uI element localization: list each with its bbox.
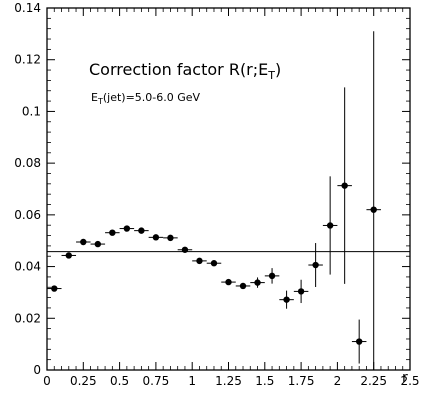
data-point (254, 279, 261, 286)
data-point-group (105, 229, 120, 236)
y-tick-label: 0.12 (14, 53, 41, 67)
y-tick-label: 0.04 (14, 260, 41, 274)
x-tick-label: 2 (334, 374, 342, 388)
data-point-group (163, 234, 178, 242)
data-point (210, 260, 218, 267)
data-point (94, 240, 102, 248)
data-point (297, 288, 305, 295)
data-point (152, 234, 160, 241)
data-point-group (177, 246, 193, 253)
x-tick-label: 0.25 (70, 374, 97, 388)
x-tick-label: 1.5 (255, 374, 274, 388)
data-point-group (47, 285, 62, 292)
data-point-group (90, 240, 106, 248)
data-point (109, 229, 116, 236)
data-point (196, 257, 203, 265)
data-point-group (293, 279, 309, 304)
chart-subtitle-e: E (91, 91, 98, 104)
axis-ticks-group: 0 0.25 0.5 0.75 1 1.25 1.5 1.75 2 2.25 2.5 0 0.02 0.0… (14, 1, 419, 388)
data-point (123, 225, 131, 232)
y-tick-label: 0.14 (14, 1, 41, 15)
data-point-group (308, 243, 323, 287)
data-point (80, 238, 87, 246)
x-tick-label: 1 (188, 374, 196, 388)
data-point-group (337, 87, 352, 284)
y-tick-label: 0 (33, 363, 41, 377)
y-tick-label: 0.1 (22, 104, 41, 118)
y-tick-label: 0.08 (14, 156, 41, 170)
data-point-group (76, 238, 91, 246)
data-point-group (134, 227, 149, 234)
data-point-group (322, 176, 338, 275)
data-point (65, 252, 72, 259)
data-point (312, 261, 319, 269)
data-point (341, 182, 348, 189)
chart-subtitle-subscript: T (97, 97, 103, 106)
data-point-group (250, 277, 265, 288)
x-axis-label: r (402, 370, 408, 386)
chart-title-main: Correction factor R(r;E (89, 60, 268, 79)
data-point (239, 282, 247, 290)
data-point (225, 278, 232, 286)
data-points-group (47, 31, 381, 370)
data-point (283, 296, 290, 303)
data-point-group (366, 31, 381, 370)
y-tick-label: 0.02 (14, 311, 41, 325)
data-point-group (351, 319, 367, 364)
x-tick-label: 1.25 (215, 374, 242, 388)
x-tick-label: 0.5 (110, 374, 129, 388)
data-point (167, 234, 174, 242)
data-point (370, 206, 377, 213)
y-tick-label: 0.06 (14, 208, 41, 222)
x-tick-label: 2.5 (400, 374, 419, 388)
data-point (138, 227, 145, 234)
data-point-group (264, 268, 280, 284)
chart-title-end: ) (275, 60, 281, 79)
data-point (181, 246, 189, 253)
data-point-group (61, 252, 77, 259)
data-point-group (206, 260, 222, 267)
data-point-group (221, 278, 236, 286)
x-tick-label: 0 (43, 374, 51, 388)
chart-subtitle-rest: (jet)=5.0-6.0 GeV (103, 91, 201, 104)
data-point (51, 285, 58, 292)
data-point (355, 338, 363, 345)
data-point-group (235, 282, 251, 290)
data-point-group (119, 225, 135, 232)
x-tick-label: 2.25 (360, 374, 387, 388)
data-point-group (148, 234, 164, 241)
data-point-group (192, 257, 207, 265)
chart-title: Correction factor R(r;ET) (89, 60, 281, 82)
x-tick-label: 0.75 (143, 374, 170, 388)
data-point-group (279, 290, 294, 309)
title-group: Correction factor R(r;ET) ET(jet)=5.0-6.… (89, 60, 281, 106)
data-point (326, 222, 334, 229)
x-tick-label: 1.75 (288, 374, 315, 388)
chart-subtitle: ET(jet)=5.0-6.0 GeV (91, 91, 201, 106)
chart-title-subscript: T (267, 69, 275, 82)
data-point (268, 272, 276, 280)
